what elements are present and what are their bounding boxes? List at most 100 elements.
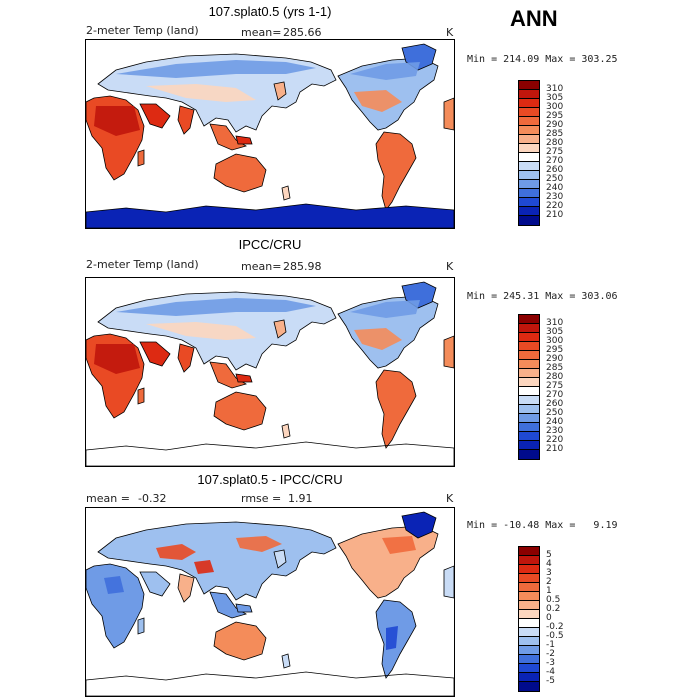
temperature-region	[354, 328, 402, 350]
colorbar-label: 270	[546, 155, 564, 166]
land-nzealand	[281, 423, 291, 439]
temperature-region	[94, 106, 140, 136]
season-label: ANN	[510, 6, 558, 31]
temperature-region	[146, 322, 256, 340]
land-samerica	[375, 369, 417, 449]
colorbar-swatch	[519, 315, 539, 324]
colorbar-label: 280	[546, 137, 564, 148]
land-madagascar	[137, 617, 145, 635]
difference-region	[236, 536, 282, 552]
land-australia	[213, 621, 267, 661]
colorbar-swatch	[519, 333, 539, 342]
colorbar-swatch	[519, 619, 539, 628]
colorbar-label: 5	[546, 549, 552, 560]
panel-2-units: K	[446, 260, 454, 273]
land-japan	[273, 549, 287, 569]
panel-2-map	[85, 277, 455, 467]
land-india	[177, 573, 195, 603]
panel-1-mean-value: 285.66	[283, 26, 322, 39]
colorbar-swatch	[519, 360, 539, 369]
panel-3-colorbar-labels: 5 4 3 2 1 0.5 0.2 0 -0.2 -0.5 -1 -2 -3 -4 -5	[546, 546, 576, 690]
colorbar-label: 0.2	[546, 603, 561, 614]
colorbar-swatch	[519, 423, 539, 432]
colorbar-swatch	[519, 387, 539, 396]
colorbar-label: 1	[546, 585, 552, 596]
colorbar-swatch	[519, 583, 539, 592]
colorbar-swatch	[519, 682, 539, 691]
colorbar-label: -2	[546, 648, 555, 659]
colorbar-swatch	[519, 628, 539, 637]
land-westeur	[443, 565, 454, 599]
land-japan	[273, 81, 287, 101]
land-madagascar	[137, 387, 145, 405]
land-madagascar	[137, 149, 145, 167]
colorbar-label: 295	[546, 344, 564, 355]
colorbar-swatch	[519, 198, 539, 207]
panel-2-minmax: Min = 245.31 Max = 303.06	[467, 291, 618, 302]
colorbar-swatch	[519, 108, 539, 117]
colorbar-label: 3	[546, 567, 552, 578]
colorbar-label: 305	[546, 92, 564, 103]
panel-2-field-label: 2-meter Temp (land)	[86, 258, 199, 271]
colorbar-swatch	[519, 655, 539, 664]
colorbar-label: 275	[546, 380, 564, 391]
colorbar-label: 240	[546, 182, 564, 193]
temperature-region	[146, 84, 256, 102]
colorbar-label: 285	[546, 362, 564, 373]
colorbar-label: 275	[546, 146, 564, 157]
land-seasia	[209, 361, 247, 389]
colorbar-swatch	[519, 637, 539, 646]
colorbar-label: 210	[546, 443, 564, 454]
colorbar-label: 285	[546, 128, 564, 139]
colorbar-label: 270	[546, 389, 564, 400]
colorbar-label: 210	[546, 209, 564, 220]
colorbar-label: 220	[546, 200, 564, 211]
colorbar-swatch	[519, 135, 539, 144]
colorbar-swatch	[519, 99, 539, 108]
colorbar-swatch	[519, 432, 539, 441]
colorbar-swatch	[519, 162, 539, 171]
temperature-region	[350, 62, 420, 80]
land-india	[177, 343, 195, 373]
colorbar-swatch	[519, 81, 539, 90]
colorbar-label: 0.5	[546, 594, 561, 605]
colorbar-label: 305	[546, 326, 564, 337]
colorbar-swatch	[519, 369, 539, 378]
difference-region	[104, 576, 124, 594]
panel-3-map-svg	[86, 511, 454, 696]
colorbar-swatch	[519, 610, 539, 619]
land-namerica	[337, 525, 439, 599]
colorbar-swatch	[519, 414, 539, 423]
colorbar-swatch	[519, 547, 539, 556]
colorbar-label: -4	[546, 666, 555, 677]
land-africa	[86, 563, 145, 649]
colorbar-swatch	[519, 441, 539, 450]
colorbar-label: 280	[546, 371, 564, 382]
panel-1-mean-label: mean=	[241, 26, 282, 39]
colorbar-label: 310	[546, 83, 564, 94]
colorbar-swatch	[519, 592, 539, 601]
colorbar-swatch	[519, 396, 539, 405]
panel-2-mean-value: 285.98	[283, 260, 322, 273]
temperature-region	[350, 300, 420, 318]
colorbar-label: 295	[546, 110, 564, 121]
land-westeur	[443, 335, 454, 369]
colorbar-swatch	[519, 673, 539, 682]
panel-1-map	[85, 39, 455, 229]
colorbar-swatch	[519, 351, 539, 360]
colorbar-label: 4	[546, 558, 552, 569]
panel-2-colorbar-labels: 310 305 300 295 290 285 280 275 270 260 250 240 230 2…	[546, 314, 576, 458]
colorbar-swatch	[519, 153, 539, 162]
colorbar-swatch	[519, 216, 539, 225]
land-antarctica	[86, 671, 454, 696]
colorbar-swatch	[519, 664, 539, 673]
land-indonesia	[235, 603, 253, 613]
panel-1-field-label: 2-meter Temp (land)	[86, 24, 199, 37]
colorbar-label: 230	[546, 425, 564, 436]
colorbar-swatch	[519, 90, 539, 99]
land-indonesia	[235, 135, 253, 145]
colorbar-swatch	[519, 189, 539, 198]
land-australia	[213, 153, 267, 193]
colorbar-label: 250	[546, 173, 564, 184]
panel-3-map	[85, 507, 455, 697]
